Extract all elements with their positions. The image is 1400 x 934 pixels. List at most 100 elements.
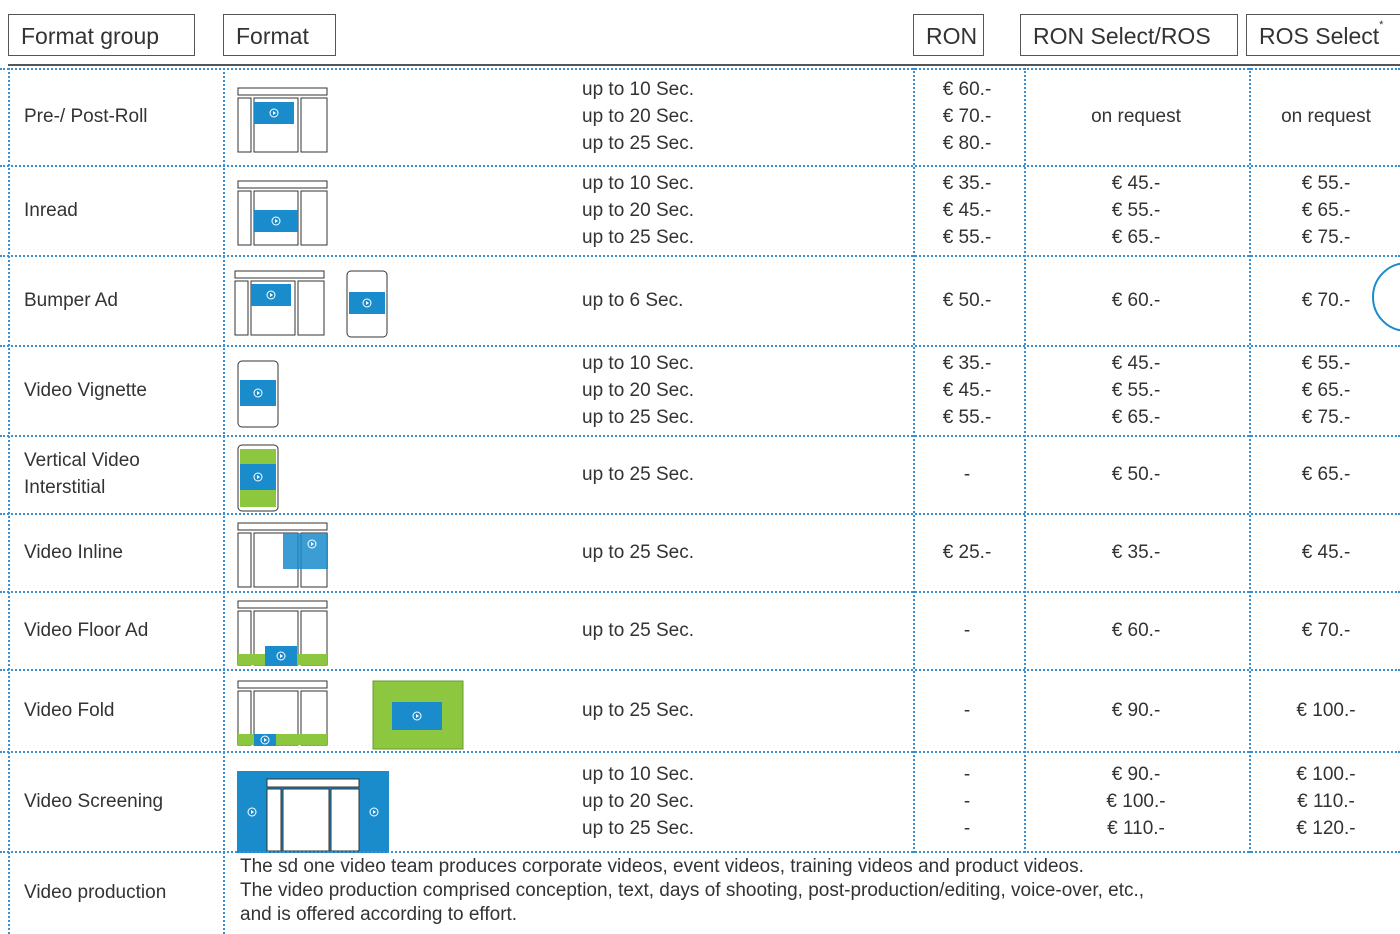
group-text: Video Fold bbox=[24, 697, 194, 724]
ron: € 35.-€ 45.-€ 55.- bbox=[913, 165, 1021, 255]
format-group: Video production bbox=[24, 851, 214, 934]
ron-select: € 35.- bbox=[1025, 513, 1247, 591]
ron: € 50.- bbox=[913, 255, 1021, 345]
icon-svg bbox=[237, 180, 329, 246]
header-format-group: Format group bbox=[8, 14, 195, 56]
ron: € 25.- bbox=[913, 513, 1021, 591]
duration: up to 6 Sec. bbox=[582, 255, 882, 345]
header-text: ROS Select bbox=[1259, 23, 1379, 49]
cell-line: € 65.- bbox=[1250, 377, 1400, 404]
cell-line: € 45.- bbox=[913, 377, 1021, 404]
format-group: Vertical Video Interstitial bbox=[24, 435, 194, 513]
cell-line: up to 20 Sec. bbox=[582, 788, 882, 815]
ros-select: € 100.-€ 110.-€ 120.- bbox=[1250, 751, 1400, 851]
format-icon bbox=[372, 680, 464, 755]
cell-line: € 100.- bbox=[1250, 697, 1400, 724]
cell-line: € 55.- bbox=[1250, 350, 1400, 377]
cell-line: up to 10 Sec. bbox=[582, 761, 882, 788]
cell-line: € 70.- bbox=[1250, 617, 1400, 644]
page: {"header":{"format_group":"Format group"… bbox=[0, 0, 1400, 934]
cell-line: up to 25 Sec. bbox=[582, 130, 882, 157]
cell-line: € 65.- bbox=[1025, 404, 1247, 431]
cell-line: € 75.- bbox=[1250, 404, 1400, 431]
cell-line: up to 10 Sec. bbox=[582, 350, 882, 377]
ros-select: € 70.- bbox=[1250, 591, 1400, 669]
group-text: Inread bbox=[24, 197, 194, 224]
cell-line: up to 10 Sec. bbox=[582, 76, 882, 103]
ros-select: € 65.- bbox=[1250, 435, 1400, 513]
format-icon bbox=[346, 270, 388, 343]
icon-svg bbox=[372, 680, 464, 750]
cell-line: up to 20 Sec. bbox=[582, 377, 882, 404]
cell-line: - bbox=[913, 461, 1021, 488]
ros-select: € 55.-€ 65.-€ 75.- bbox=[1250, 165, 1400, 255]
cell-line: € 55.- bbox=[1025, 377, 1247, 404]
format-icon bbox=[234, 270, 326, 341]
cell-line: € 55.- bbox=[1250, 170, 1400, 197]
icon-svg bbox=[346, 270, 388, 338]
production-text: The sd one video team produces corporate… bbox=[240, 855, 1390, 934]
group-text: Video Inline bbox=[24, 539, 194, 566]
ron: - bbox=[913, 591, 1021, 669]
column-divider bbox=[1249, 68, 1251, 853]
group-text: Pre-/ Post-Roll bbox=[24, 103, 194, 130]
cell-line: € 100.- bbox=[1250, 761, 1400, 788]
format-icon bbox=[237, 87, 329, 158]
icon-svg bbox=[237, 444, 279, 512]
header-ros-select: ROS Select* bbox=[1246, 14, 1400, 56]
cell-line: up to 10 Sec. bbox=[582, 170, 882, 197]
cell-line: € 75.- bbox=[1250, 224, 1400, 251]
group-text: Bumper Ad bbox=[24, 287, 194, 314]
icon-svg bbox=[237, 522, 329, 588]
icon-svg bbox=[237, 87, 329, 153]
cell-line: up to 6 Sec. bbox=[582, 287, 882, 314]
format-group: Video Floor Ad bbox=[24, 591, 194, 669]
duration: up to 25 Sec. bbox=[582, 435, 882, 513]
cell-line: up to 25 Sec. bbox=[582, 461, 882, 488]
format-icon bbox=[237, 771, 389, 858]
icon-svg bbox=[237, 771, 389, 853]
cell-line: up to 25 Sec. bbox=[582, 697, 882, 724]
ron-select: € 60.- bbox=[1025, 255, 1247, 345]
ros-select: on request bbox=[1250, 68, 1400, 165]
icon-svg bbox=[237, 360, 279, 428]
cell-line: € 35.- bbox=[913, 350, 1021, 377]
cell-line: - bbox=[913, 697, 1021, 724]
text-line: The sd one video team produces corporate… bbox=[240, 855, 1390, 879]
ron-select: € 60.- bbox=[1025, 591, 1247, 669]
format-icon bbox=[237, 360, 279, 433]
ron-select: € 45.-€ 55.-€ 65.- bbox=[1025, 345, 1247, 435]
ron: € 35.-€ 45.-€ 55.- bbox=[913, 345, 1021, 435]
ron: - bbox=[913, 669, 1021, 751]
cell-line: € 65.- bbox=[1250, 197, 1400, 224]
cell-line: - bbox=[913, 788, 1021, 815]
format-group: Video Inline bbox=[24, 513, 194, 591]
column-divider bbox=[223, 68, 225, 934]
cell-line: € 45.- bbox=[1025, 170, 1247, 197]
text-line: The video production comprised conceptio… bbox=[240, 879, 1390, 903]
format-group: Bumper Ad bbox=[24, 255, 194, 345]
cell-line: up to 20 Sec. bbox=[582, 103, 882, 130]
cell-line: € 90.- bbox=[1025, 697, 1247, 724]
cell-line: € 120.- bbox=[1250, 815, 1400, 842]
cell-line: - bbox=[913, 815, 1021, 842]
ron-select: € 50.- bbox=[1025, 435, 1247, 513]
cell-line: € 80.- bbox=[913, 130, 1021, 157]
format-group: Video Fold bbox=[24, 669, 194, 751]
group-text: Video Vignette bbox=[24, 377, 194, 404]
cell-line: € 70.- bbox=[913, 103, 1021, 130]
cell-line: € 50.- bbox=[913, 287, 1021, 314]
ron-select: € 90.-€ 100.-€ 110.- bbox=[1025, 751, 1247, 851]
cell-line: - bbox=[913, 617, 1021, 644]
format-group: Video Screening bbox=[24, 751, 194, 851]
cell-line: € 35.- bbox=[913, 170, 1021, 197]
cell-line: € 110.- bbox=[1025, 815, 1247, 842]
format-group: Inread bbox=[24, 165, 194, 255]
cell-line: € 55.- bbox=[1025, 197, 1247, 224]
format-icon bbox=[237, 180, 329, 251]
ros-select: € 45.- bbox=[1250, 513, 1400, 591]
format-icon bbox=[237, 444, 279, 517]
ron-select: on request bbox=[1025, 68, 1247, 165]
ron-select: € 90.- bbox=[1025, 669, 1247, 751]
cell-line: € 55.- bbox=[913, 224, 1021, 251]
